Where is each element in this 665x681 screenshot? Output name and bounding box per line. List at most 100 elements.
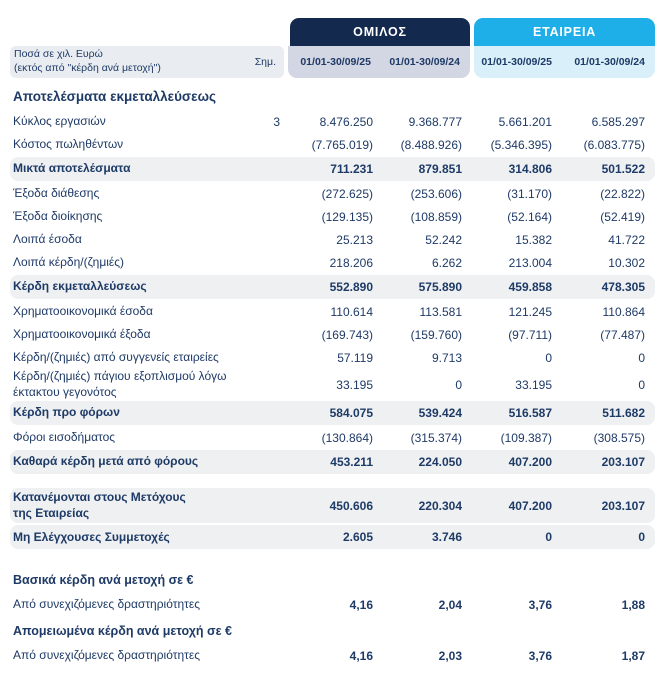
value-cell: 110.864 [602, 304, 646, 319]
value-cell: 25.213 [336, 232, 373, 247]
period-header-group-prior: 01/01-30/09/24 [389, 56, 460, 68]
section-heading-row: Απομειωμένα κέρδη ανά μετοχή σε € [10, 620, 655, 642]
value-cell: 314.806 [508, 162, 552, 176]
value-cell: 459.858 [508, 280, 552, 294]
table-row: Λοιπά έσοδα 25.213 52.242 15.382 41.722 [10, 228, 655, 251]
column-group-header-row: ΟΜΙΛΟΣ ΕΤΑΙΡΕΙΑ [10, 18, 655, 46]
value-cell: 6.262 [431, 255, 462, 270]
value-cell: 52.242 [425, 232, 462, 247]
value-cell: 203.107 [601, 498, 645, 513]
row-label: Κέρδη/(ζημιές) πάγιου εξοπλισμού λόγω έκ… [13, 369, 227, 399]
subtotal-row: Κατανέμονται στους Μετόχους της Εταιρεία… [10, 488, 655, 524]
row-label: Μικτά αποτελέσματα [13, 161, 131, 176]
value-cell: 501.522 [601, 162, 645, 176]
company-column-header: ΕΤΑΙΡΕΙΑ [474, 18, 655, 46]
value-cell: (52.419) [600, 209, 645, 224]
value-cell: (6.083.775) [583, 137, 645, 152]
units-note: Ποσά σε χιλ. Ευρώ (εκτός από "κέρδη ανά … [14, 48, 161, 74]
value-cell: (108.859) [410, 209, 462, 224]
row-label: Κόστος πωληθέντων [13, 136, 124, 151]
table-row: Κόστος πωληθέντων (7.765.019) (8.488.926) (… [10, 133, 655, 156]
section-heading-row: Βασικά κέρδη ανά μετοχή σε € [10, 569, 655, 591]
value-cell: 1,88 [621, 597, 645, 612]
value-cell: 879.851 [418, 162, 462, 176]
value-cell: 3.746 [431, 530, 462, 545]
row-label: Κατανέμονται στους Μετόχους της Εταιρεία… [13, 490, 186, 520]
row-label: Καθαρά κέρδη μετά από φόρους [13, 454, 199, 469]
section-heading-row: Αποτελέσματα εκμεταλλεύσεως [10, 86, 655, 108]
table-row: Έξοδα διάθεσης (272.625) (253.606) (31.170)… [10, 182, 655, 205]
subtotal-row: Καθαρά κέρδη μετά από φόρους 453.211 224.0… [10, 450, 655, 475]
table-row: Από συνεχιζόμενες δραστηριότητες 4,16 2,04… [10, 593, 655, 616]
row-label: Αποτελέσματα εκμεταλλεύσεως [13, 89, 217, 105]
value-cell: 6.585.297 [591, 114, 645, 129]
value-cell: 2,04 [438, 597, 462, 612]
units-note-box: Ποσά σε χιλ. Ευρώ (εκτός από "κέρδη ανά … [10, 46, 284, 78]
row-label: Έξοδα διοίκησης [13, 208, 103, 223]
value-cell: (22.822) [600, 186, 645, 201]
value-cell: 10.302 [608, 255, 645, 270]
company-period-band: 01/01-30/09/25 01/01-30/09/24 [474, 46, 655, 78]
subtotal-row: Κέρδη εκμεταλλεύσεως 552.890 575.890 459.85… [10, 275, 655, 299]
value-cell: 33.195 [515, 377, 552, 392]
value-cell: 539.424 [418, 406, 462, 421]
value-cell: (8.488.926) [400, 137, 462, 152]
table-row: Έξοδα διοίκησης (129.135) (108.859) (52.164… [10, 205, 655, 228]
subtotal-row: Μικτά αποτελέσματα 711.231 879.851 314.806 5… [10, 157, 655, 181]
value-cell: 516.587 [508, 406, 552, 421]
row-label: Κέρδη εκμεταλλεύσεως [13, 279, 147, 294]
table-row: Κέρδη/(ζημιές) πάγιου εξοπλισμού λόγω έκ… [10, 369, 655, 400]
group-column-header: ΟΜΙΛΟΣ [290, 18, 470, 46]
value-cell: 2.605 [342, 530, 373, 545]
value-cell: (308.575) [593, 430, 645, 445]
value-cell: (272.625) [321, 186, 373, 201]
row-label: Λοιπά έσοδα [13, 231, 82, 246]
income-statement-body: Αποτελέσματα εκμεταλλεύσεως Κύκλος εργασι… [10, 86, 655, 667]
value-cell: 584.075 [329, 406, 373, 421]
value-cell: 121.245 [508, 304, 552, 319]
value-cell: 3,76 [528, 597, 552, 612]
row-label: Από συνεχιζόμενες δραστηριότητες [13, 648, 201, 663]
row-label: Κύκλος εργασιών [13, 113, 106, 128]
value-cell: 2,03 [438, 648, 462, 663]
value-cell: (77.487) [600, 327, 645, 342]
value-cell: 407.200 [508, 498, 552, 513]
value-cell: 33.195 [336, 377, 373, 392]
row-label: Κέρδη/(ζημιές) από συγγενείς εταιρείες [13, 349, 219, 364]
table-row: Κύκλος εργασιών 3 8.476.250 9.368.777 5.661.… [10, 110, 655, 133]
row-label: Βασικά κέρδη ανά μετοχή σε € [13, 573, 194, 588]
row-label: Χρηματοοικονομικά έξοδα [13, 326, 151, 341]
value-cell: 453.211 [330, 455, 373, 470]
group-period-band: 01/01-30/09/25 01/01-30/09/24 [288, 46, 470, 78]
note-ref: 3 [273, 114, 280, 129]
period-header-company-current: 01/01-30/09/25 [481, 56, 552, 68]
row-label: Έξοδα διάθεσης [13, 185, 100, 200]
value-cell: 0 [455, 377, 462, 392]
value-cell: 8.476.250 [319, 114, 373, 129]
value-cell: (97.711) [508, 327, 552, 342]
value-cell: (169.743) [321, 327, 373, 342]
value-cell: 218.206 [329, 255, 373, 270]
value-cell: 478.305 [601, 280, 645, 294]
value-cell: 4,16 [349, 597, 373, 612]
value-cell: 213.004 [508, 255, 552, 270]
row-label: Απομειωμένα κέρδη ανά μετοχή σε € [13, 624, 232, 639]
period-header-row: Ποσά σε χιλ. Ευρώ (εκτός από "κέρδη ανά … [10, 46, 655, 78]
value-cell: 220.304 [418, 498, 462, 513]
value-cell: 224.050 [418, 455, 462, 470]
value-cell: 4,16 [349, 648, 373, 663]
value-cell: 0 [638, 350, 645, 365]
value-cell: 1,87 [621, 648, 645, 663]
table-row: Φόροι εισοδήματος (130.864) (315.374) (109.… [10, 426, 655, 449]
row-label: Λοιπά κέρδη/(ζημιές) [13, 254, 125, 269]
value-cell: (130.864) [321, 430, 373, 445]
value-cell: 407.200 [508, 455, 552, 470]
value-cell: 203.107 [601, 455, 645, 470]
value-cell: 511.682 [602, 406, 645, 421]
row-label: Χρηματοοικονομικά έσοδα [13, 303, 153, 318]
value-cell: 57.119 [337, 350, 373, 365]
value-cell: 5.661.201 [498, 114, 552, 129]
row-label: Από συνεχιζόμενες δραστηριότητες [13, 597, 201, 612]
table-row: Χρηματοοικονομικά έσοδα 110.614 113.581 121… [10, 300, 655, 323]
